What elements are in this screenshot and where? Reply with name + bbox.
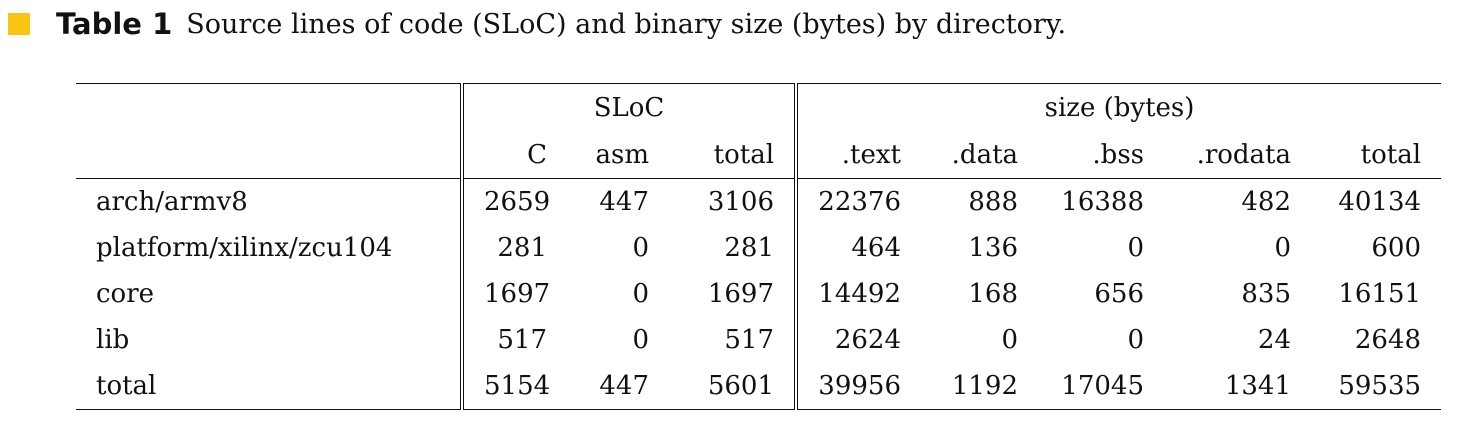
table-row-total: total 5154 447 5601 39956 1192 17045 134… [76, 363, 1442, 410]
group-header-sloc: SLoC [462, 83, 799, 131]
table-cell: 281 [497, 233, 547, 263]
table-cell: 281 [669, 225, 799, 271]
table-cell: 888 [921, 178, 1039, 225]
table-cell: 17045 [1038, 363, 1165, 410]
column-header: asm [595, 139, 650, 170]
table-cell: 0 [1001, 325, 1019, 355]
column-header: .rodata [1196, 139, 1292, 170]
table-cell: 447 [567, 178, 669, 225]
table-cell: 136 [968, 233, 1019, 263]
table-row: platform/xilinx/zcu104 281 0 281 464 136… [76, 225, 1441, 271]
table-cell: 0 [1127, 233, 1145, 263]
table-cell: 464 [851, 233, 902, 263]
table-cell: 0 [1274, 233, 1292, 263]
row-label: lib [76, 317, 464, 363]
table-cell: 1697 [669, 271, 799, 317]
column-header: C [527, 139, 547, 170]
sloc-size-table: SLoC size (bytes) C asm total .text .dat… [76, 83, 1442, 410]
group-header-row: SLoC size (bytes) [76, 83, 1442, 131]
table-cell: 1697 [484, 279, 551, 309]
row-label: total [76, 363, 464, 410]
table-cell: 447 [567, 363, 669, 410]
table-cell: 517 [497, 325, 547, 355]
column-header-row: C asm total .text .data .bss .rodata tot… [76, 131, 1441, 179]
table-cell: 2624 [834, 325, 902, 355]
table-cell: 2659 [462, 178, 567, 225]
row-label: platform/xilinx/zcu104 [76, 225, 464, 271]
caption-text: Source lines of code (SLoC) and binary s… [186, 8, 1067, 40]
table-cell: 0 [632, 325, 649, 355]
table-cell: 5601 [669, 363, 799, 410]
table-cell: 600 [1371, 233, 1422, 263]
table-cell: 1341 [1164, 363, 1312, 410]
table-cell: 835 [1241, 279, 1292, 309]
table-cell: 2648 [1354, 325, 1422, 355]
column-header: .bss [1092, 139, 1145, 170]
table-row: lib 517 0 517 2624 0 0 24 2648 [76, 317, 1441, 363]
column-header: .text [841, 139, 902, 170]
table-cell: 22376 [796, 178, 922, 225]
table-cell: 656 [1094, 279, 1145, 309]
table-cell: 40134 [1311, 178, 1442, 225]
table-cell: 482 [1164, 178, 1312, 225]
row-label: core [76, 271, 464, 317]
table-cell: 517 [669, 317, 799, 363]
caption-label: Table 1 [56, 7, 173, 41]
caption-marker-square [8, 13, 30, 35]
column-header: .data [951, 139, 1019, 170]
table-row: arch/armv8 2659 447 3106 22376 888 16388… [76, 178, 1442, 225]
table-cell: 39956 [796, 363, 922, 410]
table-cell: 0 [1127, 325, 1145, 355]
table-cell: 0 [632, 279, 649, 309]
table-cell: 168 [968, 279, 1019, 309]
table-cell: 16388 [1038, 178, 1165, 225]
table-cell: 16151 [1338, 279, 1422, 309]
table-caption: Table 1 Source lines of code (SLoC) and … [8, 4, 1066, 44]
table-cell: 3106 [669, 178, 799, 225]
corner-cell [76, 131, 464, 179]
table-cell: 0 [632, 233, 649, 263]
row-label: arch/armv8 [76, 178, 464, 225]
column-header: total [669, 131, 799, 179]
table-cell: 5154 [462, 363, 567, 410]
table-cell: 1192 [921, 363, 1039, 410]
column-header: total [1360, 139, 1422, 170]
corner-cell [76, 83, 464, 131]
table-row: core 1697 0 1697 14492 168 656 835 16151 [76, 271, 1441, 317]
table-cell: 24 [1257, 325, 1292, 355]
table-cell: 59535 [1311, 363, 1442, 410]
group-header-size: size (bytes) [796, 83, 1442, 131]
table-cell: 14492 [818, 279, 902, 309]
